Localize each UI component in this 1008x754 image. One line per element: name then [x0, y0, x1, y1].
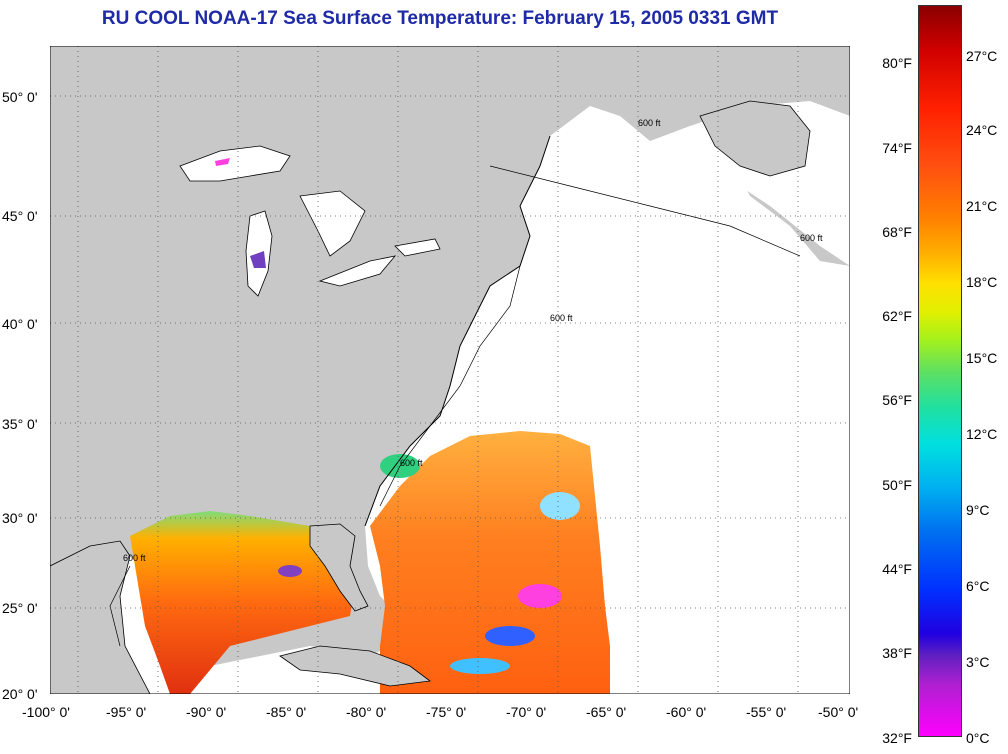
colorbar-c-label: 9°C: [966, 502, 990, 518]
lon-label: -55° 0': [746, 704, 787, 720]
colorbar-c-label: 24°C: [966, 122, 998, 138]
mexico-coast: [50, 540, 151, 694]
colorbar-f-label: 80°F: [882, 55, 912, 71]
colorbar-f-label: 50°F: [882, 477, 912, 493]
colorbar-f-label: 32°F: [882, 730, 912, 746]
lat-label: 25° 0': [2, 600, 38, 616]
colorbar-f-label: 44°F: [882, 561, 912, 577]
lat-label: 50° 0': [2, 89, 38, 105]
shelf-contour: [109, 165, 801, 647]
colorbar-f-label: 38°F: [882, 645, 912, 661]
lake-ontario: [394, 238, 441, 257]
contour-label: 600 ft: [638, 118, 661, 128]
gulf-cold: [278, 565, 302, 577]
colorbar-f-label: 56°F: [882, 392, 912, 408]
lat-label: 35° 0': [2, 416, 38, 432]
lon-label: -50° 0': [818, 704, 859, 720]
atlantic-ocean: [90, 106, 850, 694]
colorbar-c-label: 12°C: [966, 426, 998, 442]
colorbar-f-label: 62°F: [882, 308, 912, 324]
colorbar-c-label: 27°C: [966, 48, 998, 64]
lon-label: -90° 0': [186, 704, 227, 720]
colorbar-c-label: 3°C: [966, 654, 990, 670]
lake-superior: [179, 145, 291, 182]
colorbar-c-label: 6°C: [966, 578, 990, 594]
colorbar-c-label: 18°C: [966, 274, 998, 290]
lake-michigan-sst: [250, 251, 266, 268]
contour-label: 600 ft: [550, 313, 573, 323]
colorbar-c-label: 21°C: [966, 198, 998, 214]
florida: [309, 523, 369, 612]
lon-label: -60° 0': [666, 704, 707, 720]
lon-label: -95° 0': [106, 704, 147, 720]
cold-patch-3: [450, 658, 510, 674]
contour-label: 600 ft: [123, 553, 146, 563]
colorbar-f-label: 74°F: [882, 140, 912, 156]
contour-label: 600 ft: [800, 233, 823, 243]
lat-label: 45° 0': [2, 208, 38, 224]
lake-superior-sst: [215, 158, 230, 166]
lat-label: 40° 0': [2, 316, 38, 332]
cold-patch-2: [485, 626, 535, 646]
newfoundland: [699, 100, 811, 177]
lon-label: -100° 0': [22, 704, 70, 720]
graticule: [50, 46, 850, 694]
lon-label: -80° 0': [346, 704, 387, 720]
lat-label: 20° 0': [2, 686, 38, 702]
colorbar: [918, 5, 962, 737]
colorbar-f-label: 68°F: [882, 224, 912, 240]
map-title: RU COOL NOAA-17 Sea Surface Temperature:…: [101, 8, 779, 29]
colorbar-c-label: 0°C: [966, 730, 990, 746]
cuba: [279, 645, 432, 687]
gulf-sst: [130, 511, 355, 694]
lon-label: -85° 0': [266, 704, 307, 720]
cold-patch-4: [540, 492, 580, 520]
lake-erie: [318, 255, 397, 287]
contour-label: 600 ft: [400, 458, 423, 468]
lon-label: -65° 0': [586, 704, 627, 720]
lon-label: -75° 0': [426, 704, 467, 720]
cold-patch: [518, 584, 562, 608]
coastline: [364, 135, 551, 527]
sst-map: 600 ft 600 ft 600 ft 600 ft 600 ft: [50, 46, 850, 694]
colorbar-c-label: 15°C: [966, 350, 998, 366]
lon-label: -70° 0': [506, 704, 547, 720]
lat-label: 30° 0': [2, 510, 38, 526]
